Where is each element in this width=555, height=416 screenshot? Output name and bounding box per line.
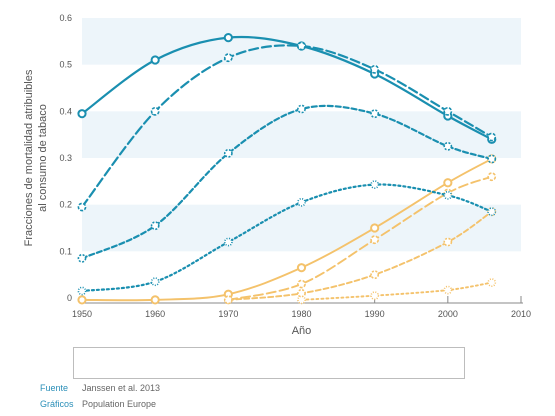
x-tick-label: 2010 bbox=[511, 309, 531, 319]
data-point bbox=[150, 295, 160, 305]
data-point bbox=[150, 55, 160, 65]
series-men-70-79 bbox=[77, 104, 497, 263]
credits-graphics: Gráficos Population Europe bbox=[40, 399, 156, 409]
data-point bbox=[77, 286, 87, 296]
x-tick-label: 1950 bbox=[72, 309, 92, 319]
y-tick-label: 0.1 bbox=[59, 246, 72, 256]
x-tick-label: 1980 bbox=[291, 309, 311, 319]
data-point bbox=[150, 106, 160, 116]
x-tick-label: 1990 bbox=[365, 309, 385, 319]
data-point bbox=[77, 253, 87, 263]
data-point bbox=[443, 106, 453, 116]
data-point bbox=[297, 197, 306, 207]
data-point bbox=[487, 132, 497, 142]
y-tick-label: 0 bbox=[67, 293, 72, 303]
x-axis-title: Año bbox=[292, 325, 312, 337]
data-point bbox=[297, 41, 306, 51]
data-point bbox=[370, 235, 380, 245]
data-point bbox=[77, 202, 87, 212]
data-point bbox=[297, 279, 306, 289]
data-point bbox=[370, 180, 380, 189]
data-point bbox=[223, 53, 233, 63]
data-point bbox=[487, 154, 497, 164]
data-point bbox=[487, 278, 497, 287]
data-point bbox=[443, 237, 453, 247]
y-axis-title: Fracciones de mortalidad atribuibles al c… bbox=[23, 69, 49, 246]
data-point bbox=[487, 172, 497, 182]
legend bbox=[73, 347, 465, 379]
data-point bbox=[223, 237, 233, 247]
data-point bbox=[223, 148, 233, 158]
data-point bbox=[370, 223, 380, 233]
source-value: Janssen et al. 2013 bbox=[82, 383, 161, 393]
data-point bbox=[370, 109, 380, 119]
source-label: Fuente bbox=[40, 383, 69, 393]
data-point bbox=[296, 263, 307, 273]
series-men-60-69 bbox=[77, 41, 497, 212]
data-point bbox=[487, 207, 497, 217]
x-tick-label: 1970 bbox=[218, 309, 238, 319]
data-point bbox=[150, 277, 160, 287]
grid-band bbox=[82, 204, 521, 252]
data-point bbox=[370, 64, 380, 74]
data-point bbox=[297, 288, 306, 298]
credits-source: Fuente Janssen et al. 2013 bbox=[40, 383, 160, 393]
y-tick-label: 0.3 bbox=[59, 153, 72, 163]
data-point bbox=[77, 295, 87, 305]
data-point bbox=[77, 109, 87, 119]
data-point bbox=[297, 104, 306, 114]
data-point bbox=[150, 221, 160, 231]
graphics-label: Gráficos bbox=[40, 399, 74, 409]
data-point bbox=[370, 270, 380, 280]
grid-band bbox=[82, 18, 521, 65]
x-tick-label: 2000 bbox=[438, 309, 458, 319]
series-women-80+ bbox=[297, 278, 497, 305]
data-point bbox=[443, 178, 453, 188]
y-tick-label: 0.6 bbox=[59, 13, 72, 23]
x-tick-label: 1960 bbox=[145, 309, 165, 319]
data-point bbox=[443, 190, 453, 200]
graphics-value: Population Europe bbox=[82, 399, 157, 409]
data-point bbox=[443, 141, 453, 151]
y-tick-label: 0.2 bbox=[59, 200, 72, 210]
data-point bbox=[223, 295, 233, 305]
data-point bbox=[443, 285, 453, 295]
data-point bbox=[223, 33, 233, 43]
series-line bbox=[300, 281, 493, 301]
data-point bbox=[370, 291, 380, 301]
y-tick-label: 0.5 bbox=[59, 60, 72, 70]
y-tick-label: 0.4 bbox=[59, 106, 72, 116]
series-men-80+ bbox=[77, 180, 497, 296]
data-point bbox=[297, 295, 306, 305]
